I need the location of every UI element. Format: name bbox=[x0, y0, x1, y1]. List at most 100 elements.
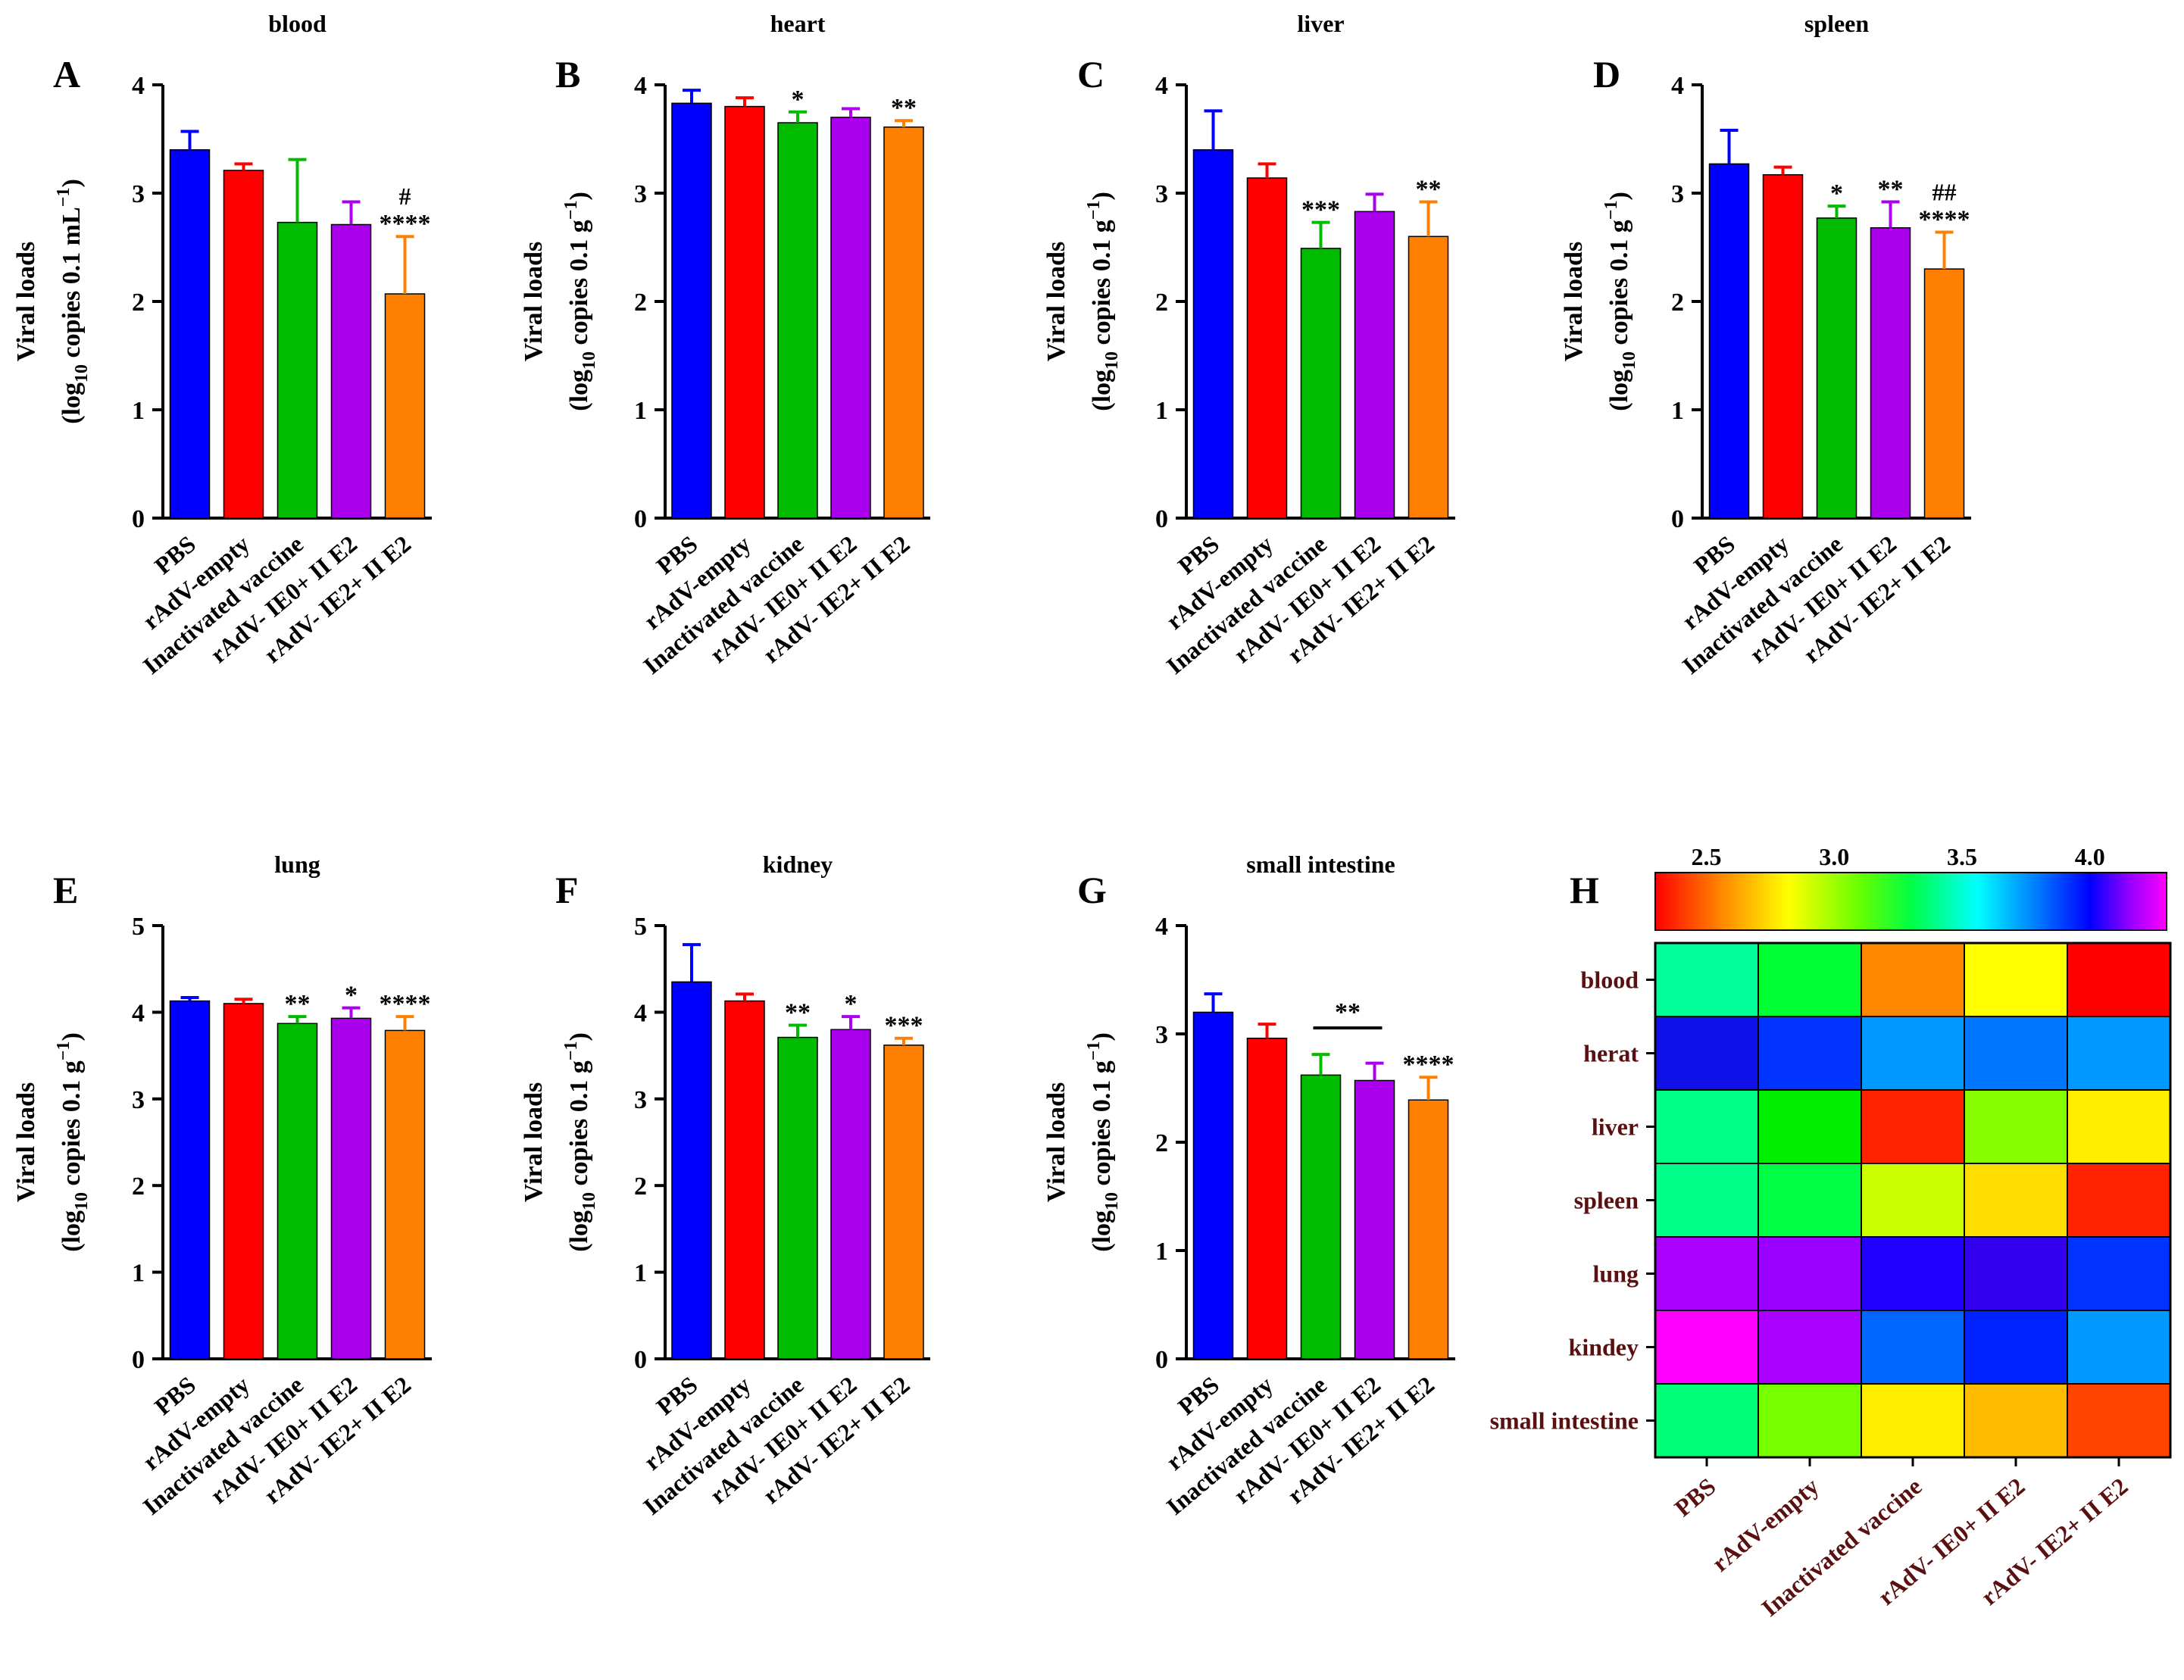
significance-mark: *** bbox=[885, 1012, 923, 1040]
y-tick-label: 1 bbox=[132, 397, 145, 425]
heatmap-cell bbox=[1654, 1310, 1759, 1385]
colorbar-tick-label: 3.0 bbox=[1819, 843, 1849, 870]
significance-mark: **** bbox=[1919, 205, 1970, 233]
y-tick-label: 2 bbox=[1155, 1129, 1168, 1157]
bar bbox=[277, 221, 318, 519]
bar bbox=[671, 102, 712, 519]
heatmap-cell bbox=[1654, 1163, 1759, 1238]
y-axis-unit-label: (log10 copies 0.1 g−1) bbox=[1084, 192, 1122, 411]
bar bbox=[384, 293, 426, 519]
y-tick-label: 2 bbox=[634, 289, 647, 317]
panel-letter: D bbox=[1593, 53, 1620, 95]
y-tick-label: 4 bbox=[634, 999, 647, 1027]
heatmap-row-label: blood bbox=[1581, 966, 1639, 994]
y-tick-label: 0 bbox=[132, 1346, 145, 1374]
bar bbox=[830, 117, 871, 519]
bar bbox=[777, 1036, 818, 1360]
heatmap-cell bbox=[1861, 1016, 1965, 1091]
heatmap-cell bbox=[1758, 1163, 1862, 1238]
y-tick-label: 4 bbox=[1155, 72, 1168, 100]
colorbar-tick-label: 2.5 bbox=[1692, 843, 1722, 870]
heatmap-cell bbox=[2067, 1310, 2171, 1385]
bar bbox=[384, 1029, 426, 1360]
heatmap-cell bbox=[2067, 1383, 2171, 1458]
y-tick-label: 3 bbox=[1155, 180, 1168, 208]
bar bbox=[1300, 1074, 1342, 1360]
heatmap-cell bbox=[1758, 942, 1862, 1017]
heatmap-cell bbox=[1654, 1383, 1759, 1458]
y-axis-unit-label: (log10 copies 0.1 g−1) bbox=[54, 1032, 92, 1252]
y-axis-label: Viral loads bbox=[1042, 1082, 1070, 1202]
panel-letter: B bbox=[555, 53, 580, 95]
y-tick-label: 4 bbox=[634, 72, 647, 100]
panel-letter: E bbox=[53, 869, 78, 911]
chart-title: liver bbox=[1297, 10, 1344, 37]
y-tick-label: 2 bbox=[1155, 289, 1168, 317]
y-tick-label: 0 bbox=[1671, 505, 1684, 533]
y-axis-label: Viral loads bbox=[12, 1082, 40, 1202]
significance-mark: *** bbox=[1301, 196, 1340, 224]
bar bbox=[1923, 268, 1965, 519]
panel-letter: C bbox=[1077, 53, 1104, 95]
bar bbox=[1708, 163, 1750, 519]
bar bbox=[1762, 173, 1804, 519]
heatmap-row-label: spleen bbox=[1574, 1187, 1639, 1214]
heatmap-cell bbox=[1654, 1236, 1759, 1311]
heatmap-cell bbox=[1654, 942, 1759, 1017]
bar bbox=[724, 105, 765, 519]
heatmap-cell bbox=[1964, 942, 2068, 1017]
heatmap-cell bbox=[1964, 1163, 2068, 1238]
heatmap-cell bbox=[1861, 1236, 1965, 1311]
colorbar bbox=[1654, 872, 2167, 931]
y-axis-label: Viral loads bbox=[1042, 242, 1070, 361]
y-tick-label: 3 bbox=[634, 1086, 647, 1114]
significance-mark: ** bbox=[1416, 175, 1442, 203]
bar bbox=[1192, 1011, 1234, 1360]
chart-title: lung bbox=[274, 851, 320, 878]
significance-mark: * bbox=[792, 86, 805, 114]
chart-title: heart bbox=[770, 10, 826, 37]
heatmap-cell bbox=[1861, 1383, 1965, 1458]
y-axis-label: Viral loads bbox=[1560, 242, 1588, 361]
y-tick-label: 3 bbox=[1671, 180, 1684, 208]
y-axis-unit-label: (log10 copies 0.1 g−1) bbox=[1084, 1032, 1122, 1252]
significance-mark: **** bbox=[380, 210, 431, 238]
bar bbox=[223, 1003, 264, 1360]
y-tick-label: 1 bbox=[132, 1260, 145, 1288]
bar bbox=[1192, 149, 1234, 519]
heatmap-cell bbox=[2067, 1163, 2171, 1238]
y-tick-label: 0 bbox=[634, 1346, 647, 1374]
y-tick-label: 1 bbox=[1155, 397, 1168, 425]
y-tick-label: 2 bbox=[132, 1173, 145, 1201]
y-tick-label: 3 bbox=[132, 180, 145, 208]
hash-significance-mark: ## bbox=[1932, 178, 1957, 205]
heatmap-cell bbox=[1964, 1236, 2068, 1311]
heatmap-cell bbox=[1861, 1310, 1965, 1385]
y-tick-label: 4 bbox=[1155, 913, 1168, 941]
y-tick-label: 5 bbox=[132, 913, 145, 941]
bar bbox=[330, 1017, 372, 1360]
significance-mark: **** bbox=[380, 990, 431, 1018]
bar bbox=[777, 122, 818, 519]
significance-mark: * bbox=[345, 982, 358, 1010]
bar bbox=[330, 223, 372, 519]
heatmap-cell bbox=[1758, 1383, 1862, 1458]
y-axis-unit-label: (log10 copies 0.1 g−1) bbox=[561, 1032, 599, 1252]
bar bbox=[671, 981, 712, 1360]
bar bbox=[169, 149, 211, 519]
bar bbox=[830, 1029, 871, 1360]
chart-title: small intestine bbox=[1246, 851, 1395, 878]
heatmap-cell bbox=[2067, 1089, 2171, 1164]
heatmap-cell bbox=[1964, 1310, 2068, 1385]
significance-mark: ** bbox=[891, 94, 917, 122]
panel-h: H 2.5 3.0 3.5 4.0 blood herat liver spleen lung ki… bbox=[1490, 843, 2172, 1622]
colorbar-tick-label: 4.0 bbox=[2075, 843, 2105, 870]
y-tick-label: 2 bbox=[634, 1173, 647, 1201]
heatmap-cell bbox=[1861, 1089, 1965, 1164]
y-axis-unit-label: (log10 copies 0.1 mL−1) bbox=[54, 179, 92, 424]
bar bbox=[1300, 248, 1342, 519]
panel-letter: G bbox=[1077, 869, 1107, 911]
